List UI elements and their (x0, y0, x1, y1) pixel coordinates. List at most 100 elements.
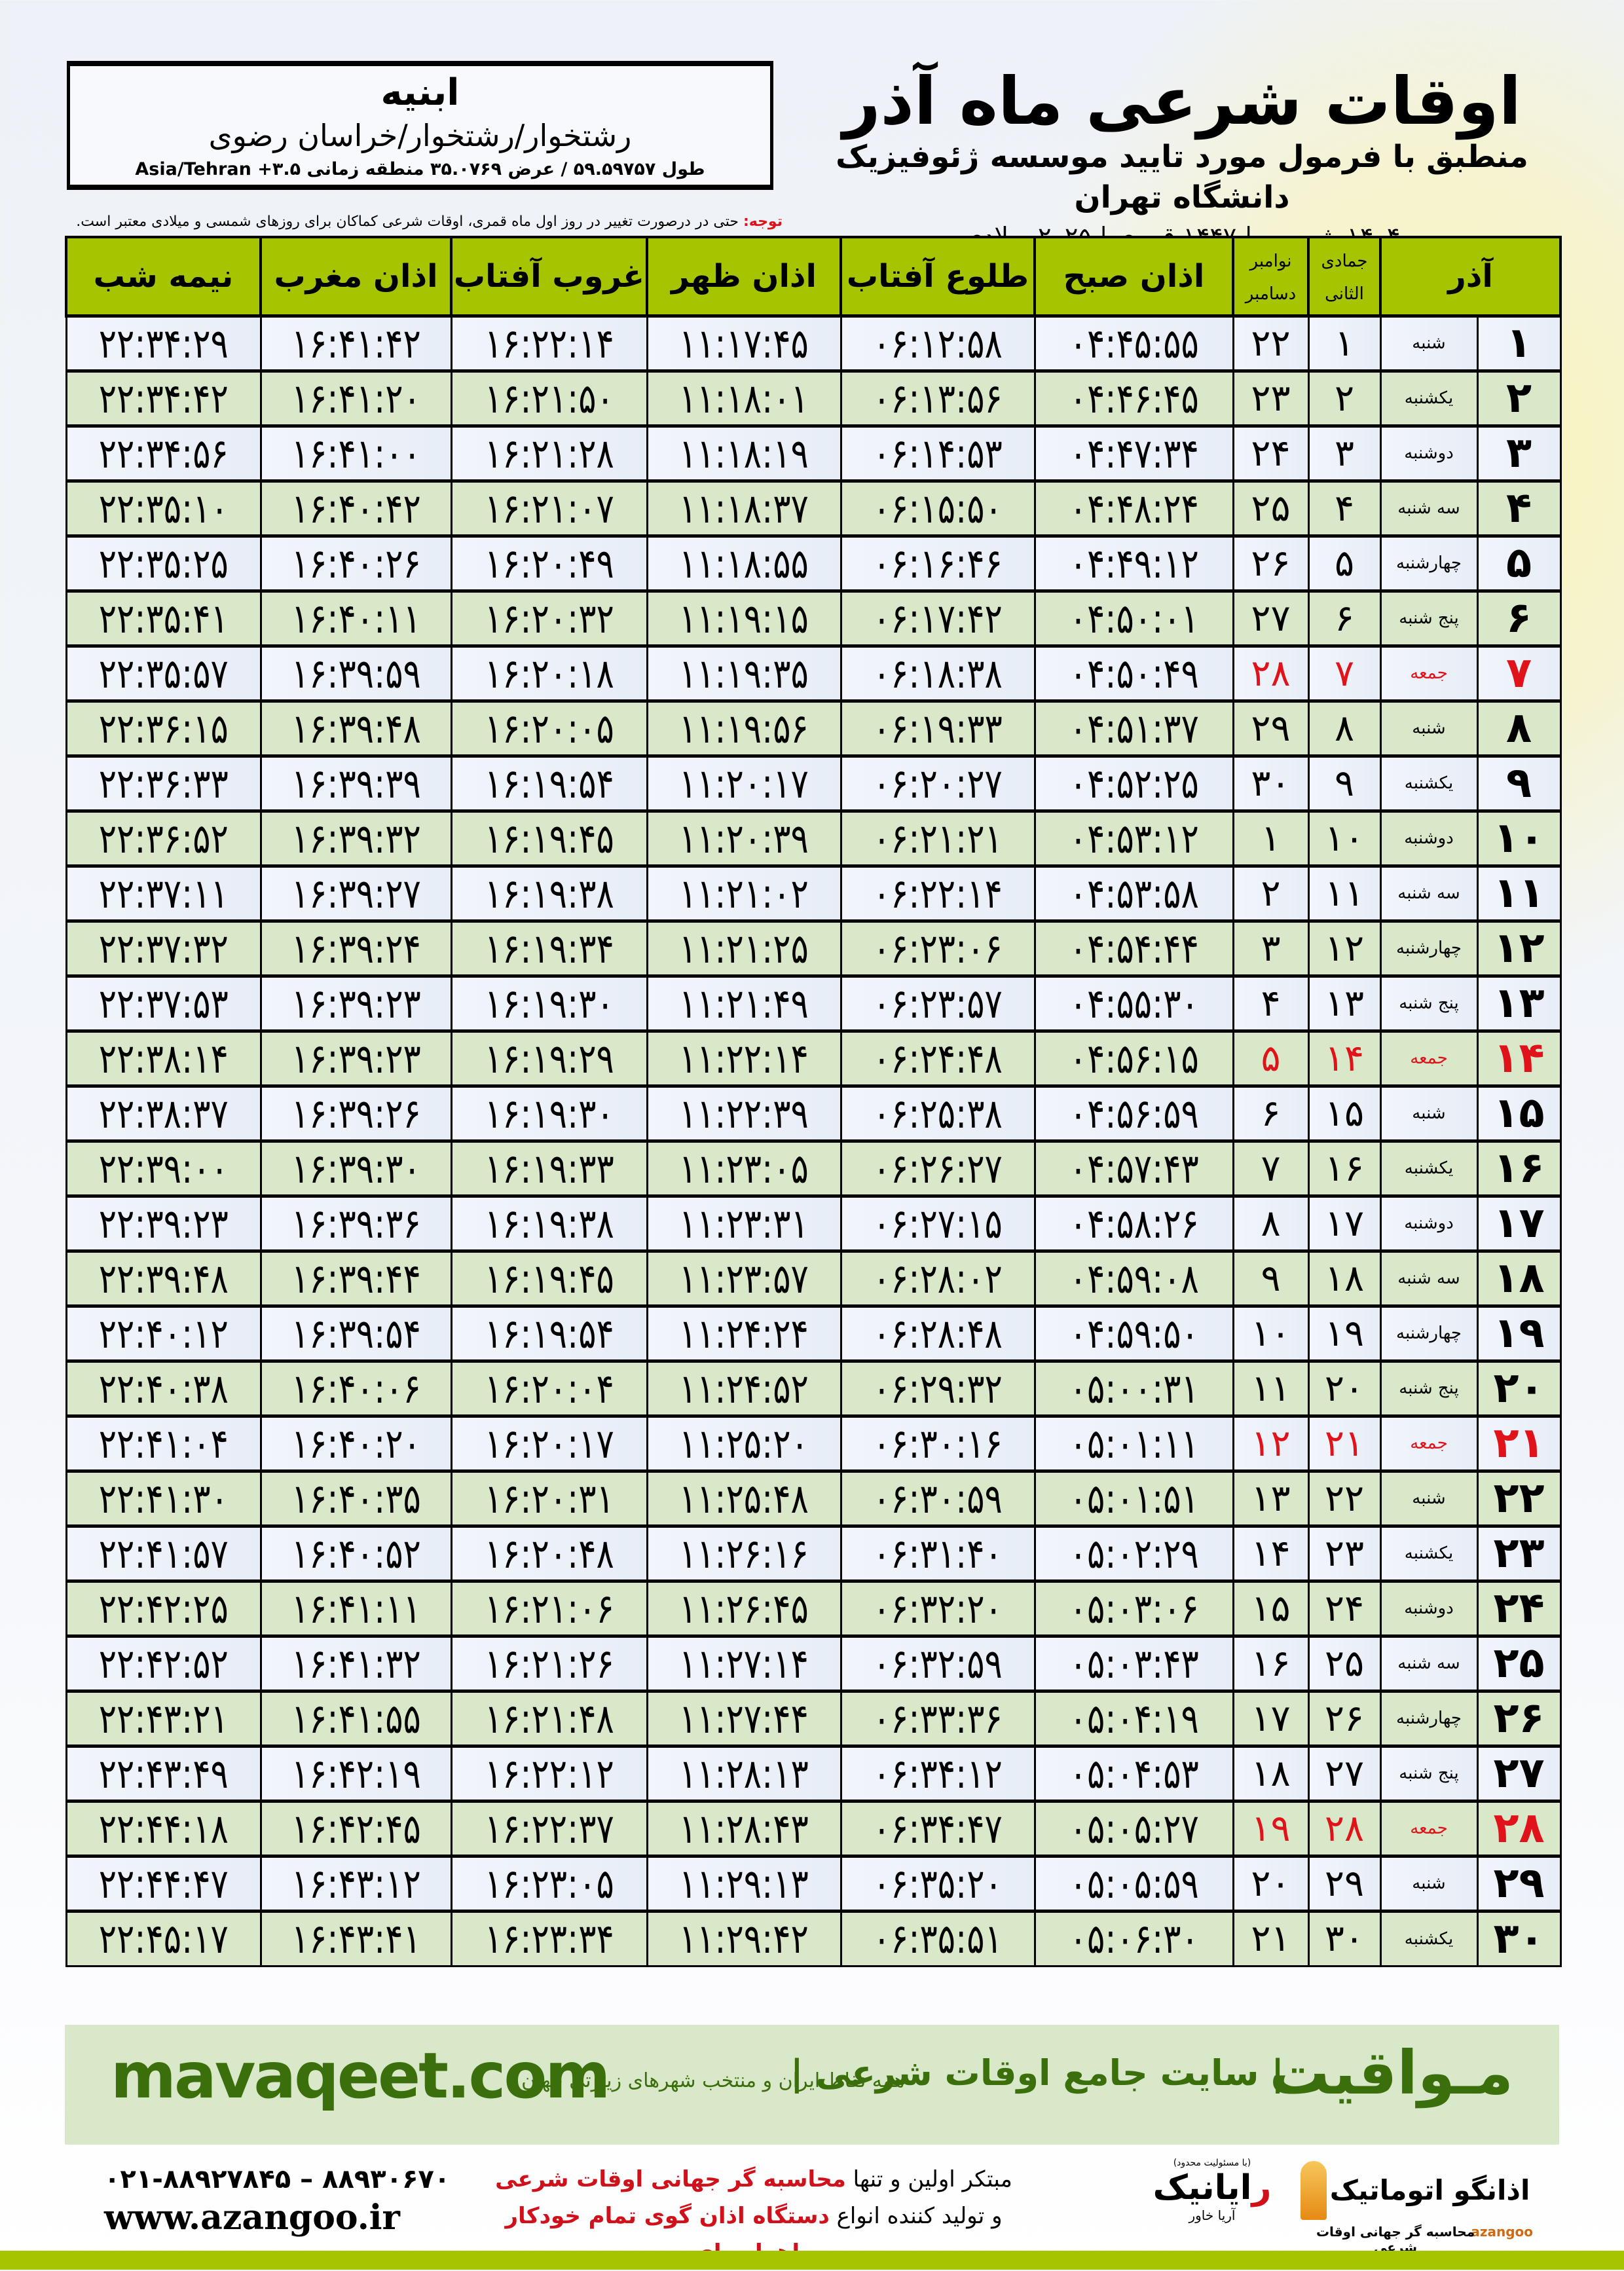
nimeh-shab-value: ۲۲:۳۹:۲۳ (98, 1199, 229, 1247)
cell-azar-day: ۱۵ (1476, 1084, 1562, 1142)
cell-gregorian-day: ۲۷ (1232, 589, 1310, 647)
hijri-day-value: ۵ (1334, 542, 1355, 585)
cell-nimeh-shab: ۲۲:۳۵:۵۷ (65, 644, 262, 702)
cell-tolu: ۰۶:۳۴:۱۲ (840, 1744, 1036, 1802)
cell-nimeh-shab: ۲۲:۳۹:۲۳ (65, 1194, 262, 1252)
cell-azar-day: ۶ (1476, 589, 1562, 647)
cell-maghrib: ۱۶:۳۹:۴۸ (259, 699, 452, 757)
cell-sobh: ۰۵:۰۳:۴۳ (1033, 1634, 1234, 1692)
tolu-value: ۰۶:۲۳:۵۷ (872, 979, 1003, 1027)
cell-sobh: ۰۴:۴۶:۴۵ (1033, 369, 1234, 427)
cell-maghrib: ۱۶:۳۹:۴۴ (259, 1249, 452, 1307)
maghrib-value: ۱۶:۴۱:۴۲ (291, 319, 421, 367)
cell-maghrib: ۱۶:۳۹:۵۴ (259, 1304, 452, 1362)
weekday-value: شنبه (1412, 718, 1446, 738)
gregorian-day-value: ۱۱ (1251, 1367, 1291, 1410)
azar-day-value: ۲۳ (1493, 1529, 1545, 1578)
gregorian-day-value: ۳ (1261, 927, 1281, 970)
cell-zohr: ۱۱:۲۵:۲۰ (646, 1414, 842, 1472)
cell-weekday: سه شنبه (1379, 1249, 1479, 1307)
maghrib-value: ۱۶:۴۰:۴۲ (291, 484, 421, 532)
cell-gregorian-day: ۲۲ (1232, 314, 1310, 372)
cell-zohr: ۱۱:۲۸:۴۳ (646, 1799, 842, 1857)
cell-maghrib: ۱۶:۴۱:۱۱ (259, 1579, 452, 1637)
cell-hijri-day: ۱۱ (1307, 864, 1382, 922)
gregorian-day-value: ۱۴ (1251, 1532, 1291, 1575)
rayanik-initial: ر (1251, 2168, 1272, 2207)
cell-sobh: ۰۵:۰۴:۵۳ (1033, 1744, 1234, 1802)
zohr-value: ۱۱:۲۷:۱۴ (678, 1639, 809, 1688)
tolu-value: ۰۶:۱۶:۴۶ (872, 539, 1003, 587)
table-header: آذر جمادی الثانی نوامبر دسامبر اذان صبح ط… (65, 236, 1562, 317)
cell-tolu: ۰۶:۲۷:۱۵ (840, 1194, 1036, 1252)
maghrib-value: ۱۶:۴۲:۴۵ (291, 1804, 421, 1853)
gregorian-day-value: ۵ (1261, 1037, 1281, 1080)
gregorian-day-value: ۲۷ (1251, 597, 1291, 640)
weekday-value: شنبه (1412, 333, 1446, 353)
weekday-value: جمعه (1410, 1819, 1448, 1838)
cell-weekday: دوشنبه (1379, 424, 1479, 482)
cell-hijri-day: ۱۰ (1307, 809, 1382, 867)
cell-maghrib: ۱۶:۴۰:۱۱ (259, 589, 452, 647)
gregorian-day-value: ۲۲ (1251, 322, 1291, 365)
footer-line1-b: محاسبه گر جهانی اوقات شرعی (495, 2166, 846, 2192)
mavaqeet-banner: مـواقیت | سایت جامع اوقات شرعی | همه نقا… (65, 2025, 1559, 2145)
cell-nimeh-shab: ۲۲:۴۲:۲۵ (65, 1579, 262, 1637)
cell-sobh: ۰۴:۴۵:۵۵ (1033, 314, 1234, 372)
cell-azar-day: ۱۱ (1476, 864, 1562, 922)
tolu-value: ۰۶:۲۶:۲۷ (872, 1144, 1003, 1192)
azar-day-value: ۱ (1505, 319, 1532, 367)
azar-day-value: ۸ (1505, 704, 1532, 752)
tolu-value: ۰۶:۳۱:۴۰ (872, 1529, 1003, 1578)
ghorub-value: ۱۶:۲۱:۲۸ (484, 429, 614, 477)
tolu-value: ۰۶:۲۵:۳۸ (872, 1089, 1003, 1137)
sobh-value: ۰۴:۵۸:۲۶ (1069, 1199, 1199, 1247)
cell-nimeh-shab: ۲۲:۳۵:۴۱ (65, 589, 262, 647)
zohr-value: ۱۱:۲۲:۱۴ (678, 1034, 809, 1082)
sobh-value: ۰۴:۵۷:۴۳ (1069, 1144, 1199, 1192)
cell-tolu: ۰۶:۱۴:۵۳ (840, 424, 1036, 482)
table-row: ۱۱ سه شنبه ۱۱ ۲ ۰۴:۵۳:۵۸ ۰۶:۲۲:۱۴ ۱۱:۲۱:۰۲ ۱۶:۱… (65, 864, 1562, 922)
cell-weekday: یکشنبه (1379, 1524, 1479, 1582)
table-row: ۳۰ یکشنبه ۳۰ ۲۱ ۰۵:۰۶:۳۰ ۰۶:۳۵:۵۱ ۱۱:۲۹:۴۲ ۱۶:۲… (65, 1909, 1562, 1967)
cell-ghorub: ۱۶:۲۱:۰۷ (450, 479, 648, 537)
azangoo-url[interactable]: www.azangoo.ir (104, 2198, 400, 2238)
page-title: اوقات شرعی ماه آذر (842, 63, 1522, 139)
maghrib-value: ۱۶:۳۹:۵۹ (291, 649, 421, 697)
cell-hijri-day: ۲۲ (1307, 1469, 1382, 1527)
cell-maghrib: ۱۶:۴۱:۰۰ (259, 424, 452, 482)
cell-sobh: ۰۵:۰۲:۲۹ (1033, 1524, 1234, 1582)
mavaqeet-url[interactable]: mavaqeet.com (111, 2039, 610, 2113)
cell-zohr: ۱۱:۲۱:۰۲ (646, 864, 842, 922)
hijri-day-value: ۱۲ (1324, 927, 1365, 970)
ghorub-value: ۱۶:۲۱:۰۶ (484, 1584, 614, 1633)
tolu-value: ۰۶:۳۲:۵۹ (872, 1639, 1003, 1688)
maghrib-value: ۱۶:۳۹:۳۶ (291, 1199, 421, 1247)
cell-zohr: ۱۱:۲۲:۱۴ (646, 1029, 842, 1087)
cell-weekday: جمعه (1379, 1799, 1479, 1857)
nimeh-shab-value: ۲۲:۳۷:۳۲ (98, 924, 229, 972)
cell-gregorian-day: ۱ (1232, 809, 1310, 867)
gregorian-day-value: ۴ (1261, 982, 1281, 1025)
banner-tagline: | سایت جامع اوقات شرعی | (790, 2052, 1284, 2094)
gregorian-day-value: ۱۸ (1251, 1752, 1291, 1795)
azar-day-value: ۲۹ (1493, 1859, 1545, 1908)
cell-gregorian-day: ۲۳ (1232, 369, 1310, 427)
maghrib-value: ۱۶:۳۹:۴۴ (291, 1254, 421, 1302)
nimeh-shab-value: ۲۲:۳۶:۳۳ (98, 759, 229, 807)
hijri-day-value: ۱۴ (1324, 1037, 1365, 1080)
tolu-value: ۰۶:۱۴:۵۳ (872, 429, 1003, 477)
cell-hijri-day: ۱۶ (1307, 1139, 1382, 1197)
cell-hijri-day: ۵ (1307, 534, 1382, 592)
cell-nimeh-shab: ۲۲:۴۳:۴۹ (65, 1744, 262, 1802)
cell-hijri-day: ۲۸ (1307, 1799, 1382, 1857)
cell-weekday: چهارشنبه (1379, 534, 1479, 592)
table-row: ۱۴ جمعه ۱۴ ۵ ۰۴:۵۶:۱۵ ۰۶:۲۴:۴۸ ۱۱:۲۲:۱۴ ۱۶:۱۹:۲… (65, 1029, 1562, 1087)
cell-nimeh-shab: ۲۲:۳۷:۵۳ (65, 974, 262, 1032)
cell-ghorub: ۱۶:۱۹:۴۵ (450, 1249, 648, 1307)
cell-azar-day: ۲۷ (1476, 1744, 1562, 1802)
azar-day-value: ۳ (1505, 429, 1532, 477)
tolu-value: ۰۶:۱۳:۵۶ (872, 374, 1003, 422)
cell-ghorub: ۱۶:۲۰:۳۱ (450, 1469, 648, 1527)
cell-nimeh-shab: ۲۲:۳۷:۳۲ (65, 919, 262, 977)
